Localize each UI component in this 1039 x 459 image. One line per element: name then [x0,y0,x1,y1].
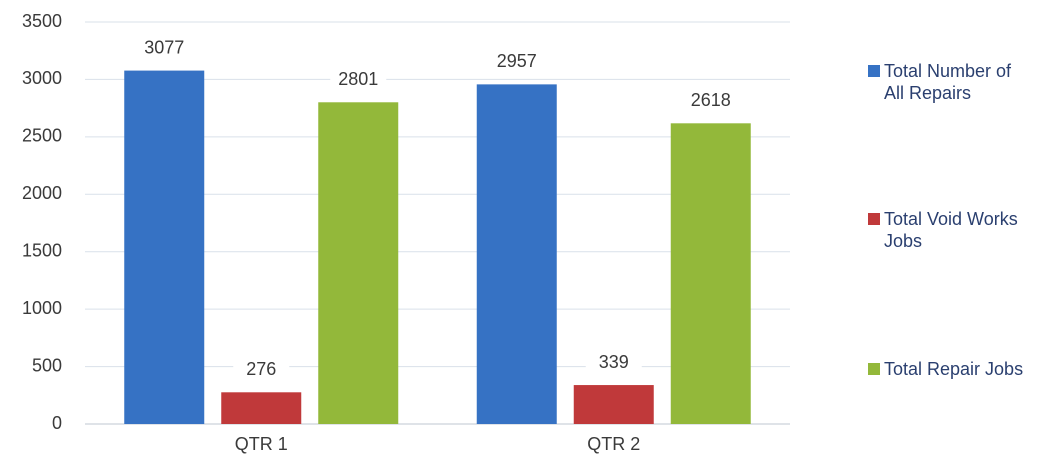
bar [124,70,205,425]
label-bg [136,34,193,61]
legend-swatch [868,213,880,225]
legend-label: Total Void Works Jobs [884,209,1018,251]
label-bg [488,48,545,75]
y-tick-label: 2500 [22,126,62,146]
legend-swatch [868,363,880,375]
data-label: 2801 [338,69,378,89]
bar [318,102,399,424]
y-tick-label: 500 [32,355,62,375]
legend-label: Total Number of All Repairs [884,61,1012,103]
data-label: 3077 [144,37,184,57]
data-label: 276 [246,359,276,379]
bar [221,392,302,424]
label-bg [585,349,642,376]
x-tick-label: QTR 2 [587,434,640,454]
data-label: 2618 [691,90,731,110]
legend-item: Total Void Works Jobs [868,208,1028,252]
legend-label: Total Repair Jobs [884,359,1024,379]
y-tick-label: 0 [52,413,62,433]
bar [476,84,557,424]
label-bg [233,356,290,383]
y-tick-label: 2000 [22,183,62,203]
x-tick-label: QTR 1 [235,434,288,454]
bar [670,123,751,424]
bar [573,385,654,424]
data-label: 339 [599,352,629,372]
legend-item: Total Number of All Repairs [868,60,1028,104]
legend-swatch [868,65,880,77]
y-tick-label: 3000 [22,68,62,88]
y-tick-label: 3500 [22,11,62,31]
label-bg [682,87,739,114]
legend-item: Total Repair Jobs [868,358,1028,380]
data-label: 2957 [497,51,537,71]
label-bg [330,66,387,93]
y-tick-label: 1000 [22,298,62,318]
y-tick-label: 1500 [22,240,62,260]
